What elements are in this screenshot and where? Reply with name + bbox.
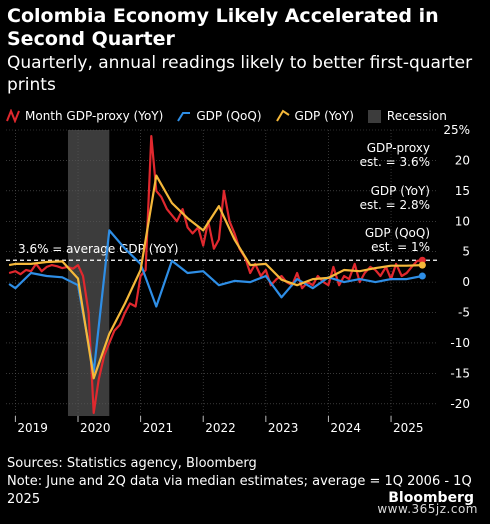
brand-logo: Bloomberg: [388, 490, 474, 506]
average-line-label: 3.6% = average GDP (YoY): [18, 242, 178, 256]
x-tick-label: 2023: [268, 421, 299, 435]
x-tick-label: 2024: [330, 421, 361, 435]
series-line: [8, 135, 423, 415]
y-tick-label: -20: [450, 397, 470, 411]
sources-note: Sources: Statistics agency, Bloomberg: [7, 456, 257, 471]
shaded-box-icon: [367, 109, 381, 123]
series-end-marker: [418, 256, 426, 264]
series-end-marker: [418, 261, 426, 269]
y-tick-label: 5: [462, 245, 470, 259]
y-tick-label: 10: [455, 214, 470, 228]
chart-subtitle: Quarterly, annual readings likely to bet…: [7, 53, 473, 95]
series-line: [8, 229, 423, 374]
legend-item-gdp-yoy: GDP (YoY): [275, 109, 354, 123]
legend-label: Recession: [386, 109, 447, 123]
legend: Month GDP-proxy (YoY) GDP (QoQ) GDP (YoY…: [6, 106, 461, 126]
annotation-title: GDP-proxy: [367, 141, 430, 155]
y-tick-label: -15: [450, 366, 470, 380]
x-tick-label: 2022: [205, 421, 236, 435]
annotation-estimate: est. = 2.8%: [360, 198, 430, 212]
y-tick-label: -5: [458, 306, 470, 320]
y-tick-label: -10: [450, 336, 470, 350]
x-tick-label: 2021: [143, 421, 174, 435]
x-tick-label: 2019: [17, 421, 48, 435]
y-tick-label: 25%: [443, 124, 470, 137]
y-tick-label: 20: [455, 153, 470, 167]
zigzag-line-icon: [177, 112, 191, 122]
y-tick-label: 0: [462, 275, 470, 289]
chart-title: Colombia Economy Likely Accelerated in S…: [7, 5, 439, 50]
watermark: www.365jz.com: [377, 502, 478, 516]
line-chart: 25% 20 15 10 5 0 -5 -10 -15 -20 2019 2020 2021 2022 20…: [6, 124, 470, 435]
methodology-note: Note: June and 2Q data via median estima…: [7, 474, 472, 507]
legend-item-recession: Recession: [367, 109, 447, 123]
legend-item-gdp-proxy: Month GDP-proxy (YoY): [6, 109, 163, 123]
legend-label: Month GDP-proxy (YoY): [25, 109, 164, 123]
legend-label: GDP (YoY): [294, 109, 354, 123]
annotation-title: GDP (YoY): [371, 184, 430, 198]
recession-band: [67, 130, 110, 416]
legend-item-gdp-qoq: GDP (QoQ): [177, 109, 262, 123]
x-tick-label: 2025: [393, 421, 424, 435]
legend-label: GDP (QoQ): [196, 109, 262, 123]
footer: Sources: Statistics agency, Bloomberg No…: [7, 455, 483, 509]
zigzag-line-icon: [6, 109, 20, 123]
zigzag-line-icon: [275, 109, 290, 122]
annotation-estimate: est. = 3.6%: [360, 155, 430, 169]
x-tick-label: 2020: [80, 421, 111, 435]
annotation-estimate: est. = 1%: [371, 240, 430, 254]
series-end-marker: [418, 272, 426, 280]
annotation-title: GDP (QoQ): [365, 226, 430, 240]
series-line: [8, 174, 423, 380]
y-tick-label: 15: [455, 184, 470, 198]
